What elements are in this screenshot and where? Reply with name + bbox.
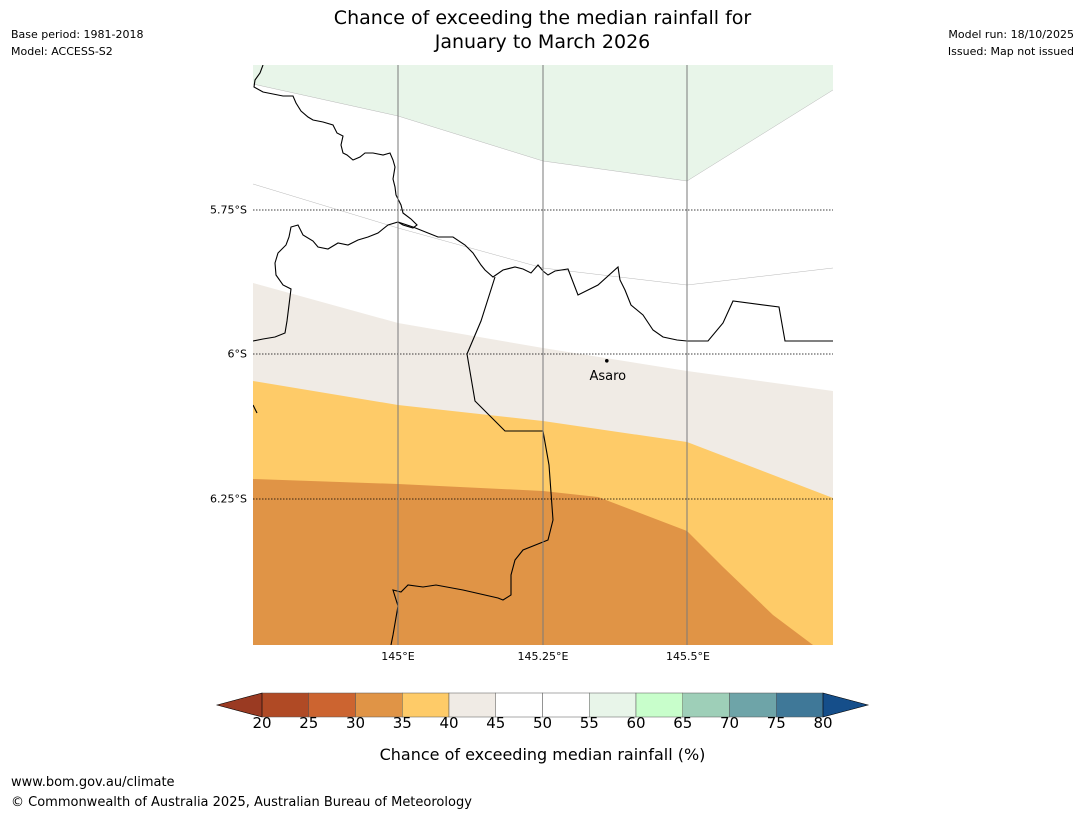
- colorbar-tick-40: 40: [439, 714, 458, 728]
- lon-label-14550: 145.5°E: [666, 650, 710, 663]
- meta-right: Model run: 18/10/2025 Issued: Map not is…: [948, 26, 1074, 60]
- colorbar-bin-60-65: [635, 692, 683, 718]
- colorbar-tick-55: 55: [580, 714, 599, 728]
- issued-text: Issued: Map not issued: [947, 45, 1074, 58]
- colorbar-tick-70: 70: [720, 714, 739, 728]
- colorbar-over-arrow: [822, 692, 870, 718]
- map-title: Chance of exceeding the median rainfall …: [200, 6, 885, 54]
- colorbar-tick-45: 45: [486, 714, 505, 728]
- colorbar-title: Chance of exceeding median rainfall (%): [379, 745, 706, 764]
- lat-label-600: 6°S: [227, 347, 247, 361]
- place-label-asaro: Asaro: [589, 369, 626, 384]
- title-line-2: January to March 2026: [434, 31, 651, 53]
- colorbar: 20 25 30 35 40 45 50 55 60 65 70 75 80: [215, 692, 870, 728]
- colorbar-tick-50: 50: [533, 714, 552, 728]
- lon-grid: [397, 65, 688, 645]
- colorbar-bin-45-50: [495, 692, 543, 718]
- colorbar-tick-65: 65: [673, 714, 692, 728]
- colorbar-under-arrow: [215, 692, 263, 718]
- colorbar-bin-55-60: [589, 692, 637, 718]
- region-30-35: [253, 479, 813, 645]
- place-marker-asaro[interactable]: [605, 359, 609, 363]
- lon-label-14500: 145°E: [381, 650, 415, 663]
- base-period-text: Base period: 1981-2018: [11, 28, 144, 41]
- meta-left: Base period: 1981-2018 Model: ACCESS-S2: [11, 26, 143, 60]
- colorbar-bin-65-70: [682, 692, 730, 718]
- footer-copyright: © Commonwealth of Australia 2025, Austra…: [11, 795, 472, 810]
- colorbar-tick-80: 80: [813, 714, 832, 728]
- colorbar-tick-75: 75: [767, 714, 786, 728]
- border-lines: [253, 65, 833, 645]
- colorbar-bin-70-75: [729, 692, 777, 718]
- lon-label-14525: 145.25°E: [517, 650, 569, 663]
- colorbar-tick-30: 30: [346, 714, 365, 728]
- lat-grid: [253, 209, 833, 500]
- model-text: Model: ACCESS-S2: [11, 45, 113, 58]
- lat-label-575: 5.75°S: [210, 203, 247, 217]
- colorbar-bin-25-30: [308, 692, 356, 718]
- colorbar-bin-75-80: [776, 692, 824, 718]
- colorbar-bin-30-35: [355, 692, 403, 718]
- colorbar-tick-60: 60: [626, 714, 645, 728]
- colorbar-tick-20: 20: [252, 714, 271, 728]
- model-run-text: Model run: 18/10/2025: [948, 28, 1074, 41]
- rainfall-map[interactable]: Asaro: [253, 65, 833, 645]
- colorbar-tick-25: 25: [299, 714, 318, 728]
- title-line-1: Chance of exceeding the median rainfall …: [333, 7, 752, 29]
- footer-url[interactable]: www.bom.gov.au/climate: [11, 775, 175, 790]
- colorbar-tick-35: 35: [393, 714, 412, 728]
- lat-label-625: 6.25°S: [210, 492, 247, 506]
